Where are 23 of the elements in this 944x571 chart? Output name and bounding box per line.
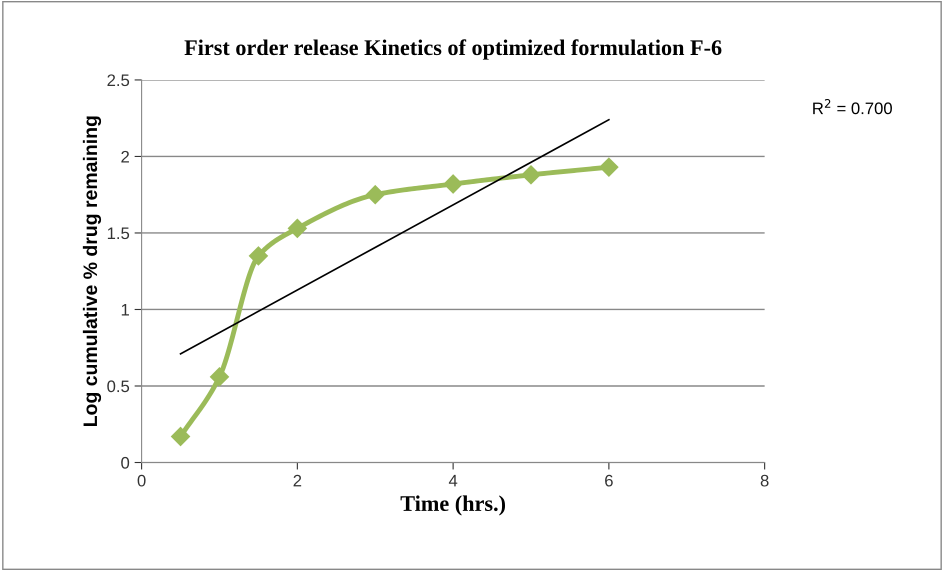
point <box>444 174 463 194</box>
x-tick-label: 0 <box>138 474 146 487</box>
point <box>171 426 190 446</box>
point <box>248 246 268 266</box>
text: R$^{2}$ = 0.700 <box>813 99 892 114</box>
y-tick-label: 2.5 <box>107 74 130 86</box>
x-tick-label: 2 <box>294 474 302 486</box>
point <box>210 367 230 386</box>
y-axis-title: Log cumulative % drug remaining <box>82 116 102 426</box>
y-tick-label: 0 <box>121 456 130 469</box>
point <box>599 158 618 177</box>
y-tick-label: 0.5 <box>107 380 130 392</box>
y-tick-label: 2 <box>121 150 129 162</box>
x-tick-label: 8 <box>760 474 769 487</box>
y-tick-label: 1 <box>122 304 129 316</box>
point <box>366 185 385 204</box>
chart-title: First order release Kinetics of optimized formulation F-6 <box>184 39 722 60</box>
x-tick-label: 6 <box>605 474 613 487</box>
point <box>521 165 541 184</box>
x-axis-title: Time (hrs.) <box>400 495 506 516</box>
point <box>288 218 307 238</box>
x-tick-label: 4 <box>448 474 458 486</box>
y-tick-label: 1.5 <box>108 228 130 240</box>
